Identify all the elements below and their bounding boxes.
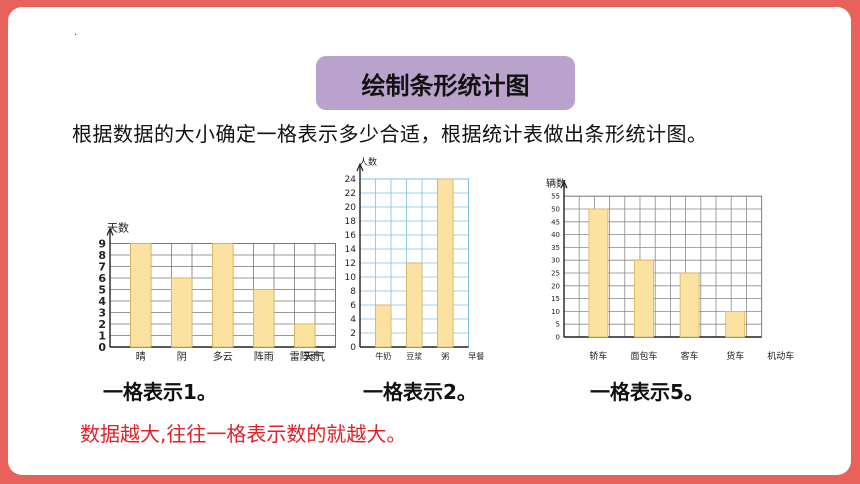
- category-label: 货车: [726, 350, 744, 362]
- y-tick-label: 3: [98, 306, 106, 319]
- category-label: 阴: [177, 351, 187, 363]
- y-tick-label: 22: [345, 189, 356, 199]
- bar: [679, 272, 700, 338]
- y-tick-label: 24: [345, 175, 357, 185]
- breakfast-people-chart: 人数 0 2 4 6 8 10 12 14 16 18 20 22 24 牛奶 豆浆粥早餐: [340, 150, 490, 365]
- y-axis-label: 辆数: [546, 177, 566, 190]
- category-label: 多云: [213, 350, 233, 363]
- y-tick-label: 0: [98, 341, 106, 354]
- y-tick-label: 20: [551, 282, 560, 290]
- category-label: 机动车: [767, 350, 794, 362]
- y-axis-arrow: [356, 162, 364, 172]
- category-label: 早餐: [468, 352, 484, 361]
- category-label: 轿车: [589, 350, 607, 362]
- y-tick-label: 14: [345, 245, 357, 255]
- y-tick-label: 25: [551, 269, 560, 277]
- y-tick-label: 8: [98, 249, 106, 262]
- breakfast-people-chart-svg: 人数024681012141618202224牛奶 豆浆粥早餐: [345, 156, 485, 361]
- y-tick-label: 16: [345, 231, 357, 241]
- category-label: 阵雨: [254, 350, 274, 363]
- y-tick-label: 5: [556, 321, 560, 329]
- bar: [171, 277, 193, 348]
- category-label: 牛奶: [375, 351, 391, 361]
- bar: [437, 178, 454, 348]
- bar: [375, 304, 392, 348]
- caption-chart-2: 一格表示2。: [363, 380, 477, 404]
- y-tick-label: 4: [350, 315, 356, 325]
- y-tick-label: 45: [551, 218, 560, 226]
- caption-chart-1: 一格表示1。: [103, 380, 217, 404]
- y-tick-label: 15: [551, 295, 560, 303]
- category-label: 客车: [681, 350, 699, 362]
- y-tick-label: 0: [350, 343, 356, 353]
- category-label: 晴: [136, 350, 146, 363]
- bar: [294, 323, 316, 348]
- weather-days-chart: 天数天气 0 1 2 3 4 5 6 7 8 9 晴 阴 多云 阵雨 雷阵雨: [80, 220, 340, 365]
- bar: [725, 310, 746, 338]
- bar: [253, 289, 275, 348]
- bar: [406, 262, 423, 348]
- y-tick-label: 10: [345, 273, 357, 283]
- y-tick-label: 20: [345, 203, 357, 213]
- x-axis-label: 天气: [303, 349, 325, 363]
- bar: [130, 243, 152, 348]
- y-tick-label: 40: [551, 231, 560, 239]
- y-tick-label: 9: [98, 237, 106, 250]
- y-tick-label: 18: [345, 217, 357, 227]
- category-label: 豆浆: [406, 351, 422, 361]
- decorative-dot: ·: [74, 30, 78, 41]
- y-tick-label: 35: [551, 244, 560, 252]
- y-tick-label: 30: [551, 257, 560, 265]
- y-tick-label: 0: [556, 333, 560, 341]
- y-tick-label: 5: [98, 283, 106, 296]
- y-tick-label: 1: [98, 329, 106, 342]
- y-tick-label: 2: [350, 329, 356, 339]
- caption-chart-3: 一格表示5。: [590, 380, 704, 404]
- vehicle-count-chart: 辆数 0 5 10 15 20 25 30 35 40 45 50 55 轿车 面包车 客车 货车 机动车: [540, 177, 794, 365]
- y-axis-label: 人数: [359, 156, 377, 168]
- category-label: 粥: [441, 351, 449, 361]
- page-title: 绘制条形统计图: [316, 56, 575, 110]
- y-tick-label: 6: [98, 272, 106, 285]
- intro-text: 根据数据的大小确定一格表示多少合适，根据统计表做出条形统计图。: [72, 122, 708, 146]
- y-axis-arrow: [560, 179, 568, 189]
- conclusion-text: 数据越大,往往一格表示数的就越大。: [80, 422, 407, 446]
- y-tick-label: 8: [350, 287, 356, 297]
- y-axis-arrow: [106, 226, 114, 236]
- y-tick-label: 7: [98, 260, 106, 273]
- y-tick-label: 6: [350, 301, 356, 311]
- bar: [634, 259, 654, 338]
- y-tick-label: 55: [551, 193, 560, 201]
- y-axis-label: 天数: [107, 222, 129, 235]
- y-tick-label: 10: [551, 308, 560, 316]
- y-tick-label: 12: [345, 259, 356, 269]
- y-tick-label: 4: [98, 295, 106, 308]
- y-tick-label: 50: [551, 205, 560, 213]
- category-label: 雷阵雨: [290, 350, 320, 363]
- bar: [212, 243, 234, 348]
- vehicle-count-chart-svg: 辆数 0 5 10 15 20 25 30 35 40 45 50 55 轿车 面包车 客车 货车 机动车: [546, 177, 794, 362]
- category-label: 面包车: [630, 350, 657, 362]
- bar: [588, 208, 609, 338]
- y-tick-label: 2: [98, 318, 106, 331]
